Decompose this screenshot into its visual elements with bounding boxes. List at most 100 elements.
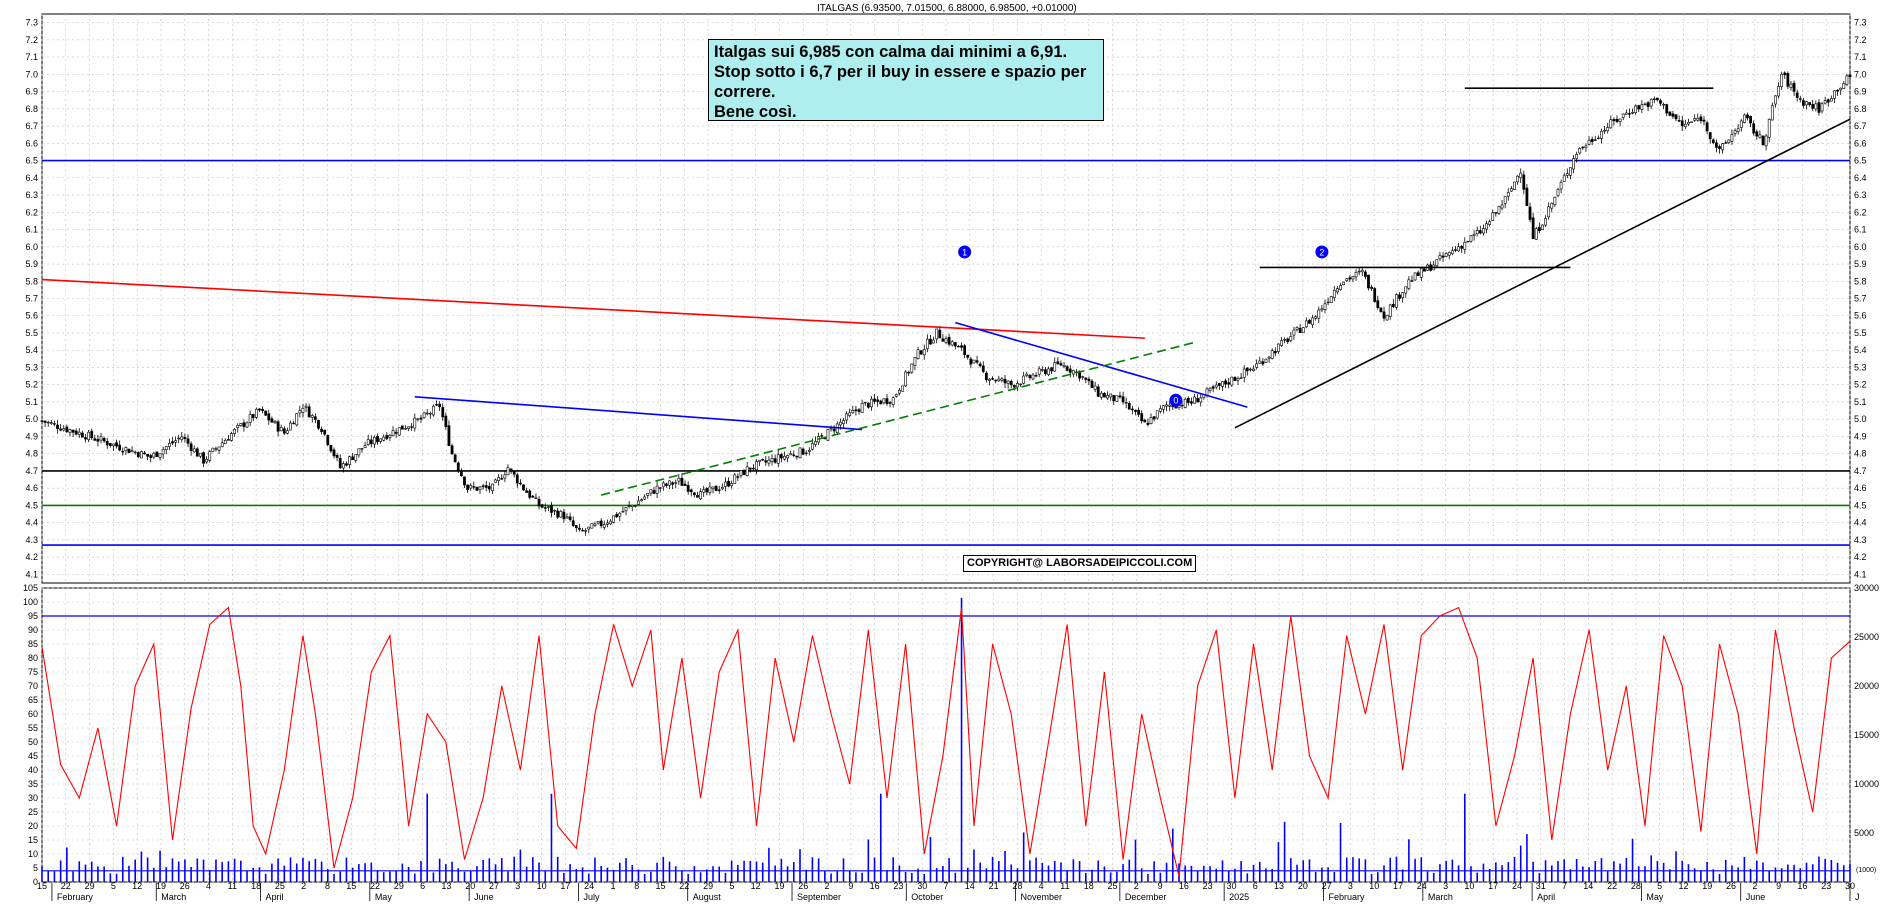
- candle-body: [1286, 338, 1290, 343]
- candle-body: [1786, 73, 1790, 87]
- candle-body: [515, 474, 519, 484]
- candle-body: [925, 338, 929, 349]
- candle-body: [301, 407, 305, 413]
- candle-body: [273, 420, 277, 424]
- candle-body: [447, 425, 451, 446]
- x-day-tick: 2: [1752, 881, 1757, 891]
- candle-body: [1693, 118, 1697, 121]
- candle-body: [1777, 86, 1780, 97]
- candle-body: [1565, 173, 1569, 176]
- price-tick-left: 5.6: [25, 311, 38, 321]
- candle-body: [1798, 98, 1802, 100]
- candle-body: [1118, 395, 1122, 398]
- price-tick-right: 5.8: [1854, 276, 1867, 286]
- x-month-tick: August: [693, 892, 722, 902]
- candle-body: [1668, 111, 1672, 116]
- candle-body: [211, 447, 215, 452]
- price-tick-right: 7.0: [1854, 69, 1867, 79]
- candle-body: [1382, 311, 1386, 319]
- candle-body: [1224, 380, 1227, 385]
- candle-body: [155, 451, 159, 457]
- candle-body: [1646, 102, 1650, 108]
- candle-body: [1687, 122, 1690, 125]
- candle-body: [792, 454, 796, 456]
- candle-body: [1416, 272, 1420, 276]
- x-day-tick: 16: [1797, 881, 1807, 891]
- candle-body: [1708, 132, 1712, 140]
- x-month-tick: April: [266, 892, 284, 902]
- candle-body: [1553, 196, 1557, 206]
- candle-body: [938, 329, 942, 339]
- candle-body: [391, 430, 395, 436]
- candle-body: [668, 480, 671, 486]
- candle-body: [882, 398, 886, 404]
- candle-body: [1258, 360, 1262, 364]
- candle-body: [323, 429, 327, 435]
- candle-body: [46, 421, 50, 424]
- candle-body: [1805, 101, 1808, 106]
- candle-body: [640, 499, 643, 502]
- candle-body: [68, 429, 72, 433]
- candle-body: [140, 451, 143, 459]
- candle-body: [686, 484, 690, 492]
- candle-body: [596, 521, 600, 524]
- candle-body: [1277, 343, 1280, 352]
- candle-body: [1196, 398, 1200, 403]
- candle-body: [494, 479, 497, 483]
- candle-body: [671, 482, 675, 485]
- candle-body: [755, 461, 758, 471]
- candle-body: [1180, 404, 1184, 407]
- x-day-tick: 18: [1084, 881, 1094, 891]
- candle-body: [1537, 226, 1541, 232]
- price-tick-right: 5.4: [1854, 345, 1867, 355]
- candle-body: [1836, 89, 1839, 92]
- candle-body: [1699, 116, 1703, 122]
- osc-tick-left: 0: [33, 877, 38, 887]
- price-tick-right: 4.5: [1854, 500, 1867, 510]
- candle-body: [388, 434, 392, 438]
- price-tick-left: 4.2: [25, 552, 38, 562]
- price-tick-left: 4.9: [25, 431, 38, 441]
- candle-body: [1438, 255, 1442, 260]
- osc-tick-left: 95: [28, 611, 38, 621]
- candle-body: [1631, 112, 1634, 114]
- x-month-tick: May: [375, 892, 393, 902]
- candle-body: [394, 431, 398, 434]
- candle-body: [317, 420, 320, 429]
- candle-body: [665, 483, 668, 486]
- candle-body: [292, 422, 296, 425]
- candle-body: [1255, 363, 1259, 368]
- candle-body: [1662, 104, 1665, 106]
- candle-body: [1025, 373, 1029, 376]
- candle-body: [363, 445, 367, 448]
- x-day-tick: 27: [489, 881, 499, 891]
- candle-body: [870, 398, 873, 408]
- candle-body: [736, 476, 740, 478]
- candle-body: [304, 405, 308, 408]
- candle-body: [783, 455, 786, 460]
- x-day-tick: 24: [1512, 881, 1522, 891]
- candle-body: [1345, 278, 1349, 281]
- x-day-tick: 10: [1369, 881, 1379, 891]
- x-day-tick: 5: [111, 881, 116, 891]
- wave-marker: [958, 245, 972, 259]
- price-tick-right: 5.7: [1854, 294, 1867, 304]
- candle-body: [829, 427, 833, 430]
- candle-body: [192, 448, 196, 453]
- candle-body: [1388, 304, 1392, 317]
- x-day-tick: 9: [1776, 881, 1781, 891]
- candle-body: [1575, 153, 1579, 159]
- candle-body: [239, 423, 243, 426]
- candle-body: [1273, 351, 1277, 354]
- price-tick-left: 4.1: [25, 569, 38, 579]
- candle-body: [702, 489, 706, 493]
- candle-body: [1329, 296, 1333, 303]
- candle-body: [717, 489, 721, 491]
- candle-body: [1628, 113, 1631, 115]
- candle-body: [118, 444, 122, 451]
- candle-body: [400, 425, 404, 430]
- price-tick-left: 6.8: [25, 104, 38, 114]
- candle-body: [419, 417, 423, 420]
- candle-body: [1817, 102, 1821, 113]
